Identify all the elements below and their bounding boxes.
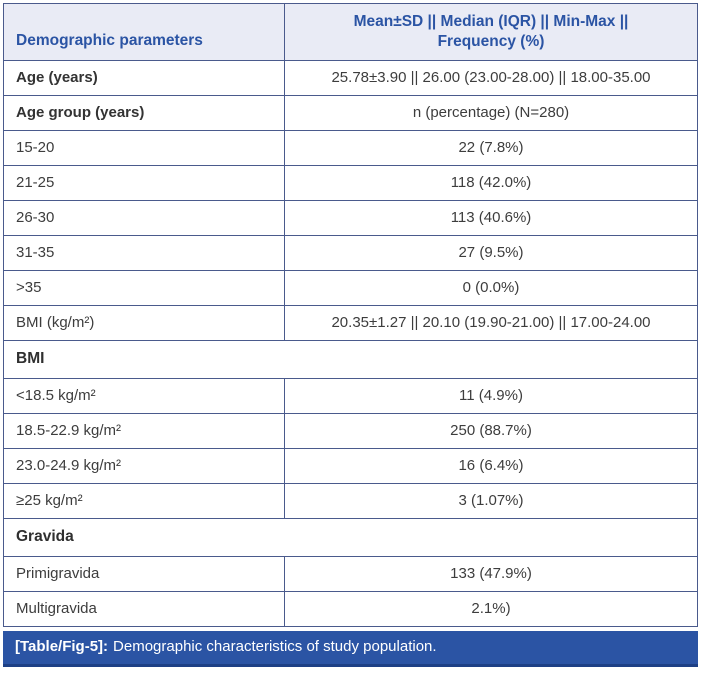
col-header-statistics: Mean±SD || Median (IQR) || Min-Max || Fr… — [284, 2, 698, 62]
table-row: 31-35 27 (9.5%) — [3, 235, 698, 272]
table-row: Age group (years) n (percentage) (N=280) — [3, 95, 698, 132]
row-value: 3 (1.07%) — [284, 483, 698, 520]
row-label: Multigravida — [3, 591, 285, 628]
table-row: <18.5 kg/m² 11 (4.9%) — [3, 378, 698, 415]
table-header: Demographic parameters Mean±SD || Median… — [3, 2, 698, 62]
row-label: 23.0-24.9 kg/m² — [3, 448, 285, 485]
col-header-demographic-parameters: Demographic parameters — [3, 2, 285, 62]
row-value: 2.1%) — [284, 591, 698, 628]
table-row: 23.0-24.9 kg/m² 16 (6.4%) — [3, 448, 698, 485]
table-row: ≥25 kg/m² 3 (1.07%) — [3, 483, 698, 520]
row-value: 27 (9.5%) — [284, 235, 698, 272]
section-row: BMI — [3, 340, 698, 380]
row-value: 20.35±1.27 || 20.10 (19.90-21.00) || 17.… — [284, 305, 698, 342]
table-caption: [Table/Fig-5]: Demographic characteristic… — [3, 631, 698, 667]
section-row: Gravida — [3, 518, 698, 558]
row-value: 0 (0.0%) — [284, 270, 698, 307]
row-label: Age (years) — [3, 60, 285, 97]
table-row: >35 0 (0.0%) — [3, 270, 698, 307]
row-label: 21-25 — [3, 165, 285, 202]
row-value: 118 (42.0%) — [284, 165, 698, 202]
row-value: 25.78±3.90 || 26.00 (23.00-28.00) || 18.… — [284, 60, 698, 97]
row-label: 26-30 — [3, 200, 285, 237]
table-row: Primigravida 133 (47.9%) — [3, 556, 698, 593]
table-row: Age (years) 25.78±3.90 || 26.00 (23.00-28… — [3, 60, 698, 97]
caption-text: Demographic characteristics of study pop… — [113, 638, 437, 656]
row-label: 15-20 — [3, 130, 285, 167]
row-label: >35 — [3, 270, 285, 307]
row-value: 113 (40.6%) — [284, 200, 698, 237]
table-body: Age (years) 25.78±3.90 || 26.00 (23.00-28… — [3, 60, 698, 628]
row-value: 250 (88.7%) — [284, 413, 698, 450]
row-value: 22 (7.8%) — [284, 130, 698, 167]
row-value: 11 (4.9%) — [284, 378, 698, 415]
demographics-table: Demographic parameters Mean±SD || Median… — [3, 2, 698, 628]
table-row: 21-25 118 (42.0%) — [3, 165, 698, 202]
caption-tag: [Table/Fig-5]: — [15, 638, 109, 656]
row-value: n (percentage) (N=280) — [284, 95, 698, 132]
table-row: 26-30 113 (40.6%) — [3, 200, 698, 237]
row-label: BMI (kg/m²) — [3, 305, 285, 342]
header-row: Demographic parameters Mean±SD || Median… — [3, 2, 698, 62]
table-row: BMI (kg/m²) 20.35±1.27 || 20.10 (19.90-21… — [3, 305, 698, 342]
table-figure: Demographic parameters Mean±SD || Median… — [3, 2, 698, 628]
section-label: Gravida — [3, 518, 698, 558]
row-value: 133 (47.9%) — [284, 556, 698, 593]
row-label: <18.5 kg/m² — [3, 378, 285, 415]
row-label: Primigravida — [3, 556, 285, 593]
table-row: 15-20 22 (7.8%) — [3, 130, 698, 167]
row-label: ≥25 kg/m² — [3, 483, 285, 520]
row-label: Age group (years) — [3, 95, 285, 132]
table-row: Multigravida 2.1%) — [3, 591, 698, 628]
row-label: 31-35 — [3, 235, 285, 272]
section-label: BMI — [3, 340, 698, 380]
table-row: 18.5-22.9 kg/m² 250 (88.7%) — [3, 413, 698, 450]
row-value: 16 (6.4%) — [284, 448, 698, 485]
row-label: 18.5-22.9 kg/m² — [3, 413, 285, 450]
